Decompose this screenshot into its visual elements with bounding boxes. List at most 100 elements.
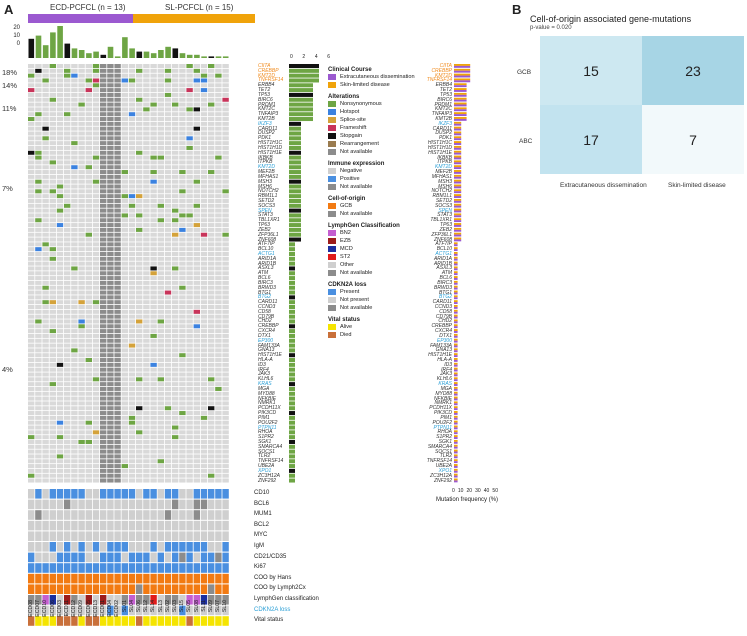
mutation-cell <box>71 102 78 107</box>
annotation-cell <box>49 552 56 563</box>
mutation-cell <box>42 362 49 367</box>
annotation-cell <box>64 499 71 510</box>
mutation-cell <box>49 305 56 310</box>
mutation-cell <box>114 430 121 435</box>
annotation-cell <box>136 595 143 605</box>
mutation-cell <box>222 121 229 126</box>
mutation-cell <box>85 362 92 367</box>
mutation-cell <box>92 83 100 88</box>
mutation-cell <box>200 435 208 440</box>
mutation-cell <box>35 401 42 406</box>
mutation-cell <box>193 444 200 449</box>
gene-count-bar <box>289 107 313 112</box>
freq-bar-skin <box>454 333 458 336</box>
mutation-cell <box>164 401 172 406</box>
mutation-cell <box>136 401 143 406</box>
mutation-cell <box>215 223 222 228</box>
gene-label: EP300 <box>258 337 274 344</box>
mutation-cell <box>28 372 35 377</box>
mutation-cell <box>172 362 179 367</box>
mutation-cell <box>157 145 164 150</box>
tmb-bar <box>86 53 92 58</box>
mutation-cell <box>179 290 186 295</box>
annotation-cell <box>193 563 200 573</box>
mutation-cell <box>222 280 229 285</box>
gene-count-bar <box>289 117 313 122</box>
gene-label: SPEN <box>438 207 452 214</box>
legend-item: Died <box>328 331 424 339</box>
freq-bar-skin <box>454 329 458 332</box>
mutation-cell <box>150 396 157 401</box>
mutation-cell <box>100 78 107 83</box>
mutation-cell <box>92 382 100 387</box>
gene-label: ATF7IP <box>258 241 275 248</box>
mutation-cell <box>78 420 85 425</box>
mutation-cell <box>49 203 56 208</box>
mutation-cell <box>78 242 85 247</box>
mutation-cell <box>49 194 56 199</box>
mutation-cell <box>150 454 157 459</box>
mutation-cell <box>107 285 114 290</box>
gene-count-bar <box>289 285 295 290</box>
mutation-cell <box>107 107 114 112</box>
annotation-cell <box>35 552 42 563</box>
mutation-cell <box>49 83 56 88</box>
mutation-cell <box>128 473 136 478</box>
annotation-cell <box>128 510 136 520</box>
mutation-cell <box>157 454 164 459</box>
mutation-cell <box>208 382 215 387</box>
mutation-cell <box>49 285 56 290</box>
annotation-cell <box>42 573 49 584</box>
annotation-cell <box>136 489 143 499</box>
mutation-cell <box>85 150 92 155</box>
mutation-cell <box>179 117 186 122</box>
gene-label: SOCS3 <box>435 202 452 209</box>
mutation-cell <box>35 430 42 435</box>
gene-label: KLHL6 <box>258 376 274 383</box>
mutation-cell <box>143 131 150 136</box>
mutation-cell <box>179 107 186 112</box>
mutation-cell <box>100 362 107 367</box>
heatmap-row-label: GCB <box>517 69 532 76</box>
mutation-cell <box>64 280 71 285</box>
mutation-cell <box>121 305 128 310</box>
mutation-cell <box>121 319 128 324</box>
freq-bar-skin <box>454 179 462 182</box>
mutation-cell <box>64 285 71 290</box>
gene-label: IKBKB <box>258 154 273 161</box>
mutation-cell <box>143 348 150 353</box>
mutation-cell <box>164 232 172 237</box>
legend-label: Not available <box>340 305 373 311</box>
annotation-cell <box>222 605 229 616</box>
legend-swatch <box>328 82 336 88</box>
annotation-cell <box>85 489 92 499</box>
annotation-cell <box>107 573 114 584</box>
mutation-cell <box>150 420 157 425</box>
mutation-cell <box>172 372 179 377</box>
freq-bar-skin <box>454 382 458 385</box>
heatmap-row-label: ABC <box>519 138 533 145</box>
mutation-cell <box>208 126 215 131</box>
freq-bar-skin <box>454 126 462 129</box>
mutation-cell <box>128 256 136 261</box>
mutation-cell <box>121 420 128 425</box>
count-tick: 4 <box>314 54 318 60</box>
annotation-cell <box>28 563 35 573</box>
mutation-cell <box>56 64 64 69</box>
mutation-cell <box>107 266 114 271</box>
mutation-cell <box>49 314 56 319</box>
mutation-cell <box>179 367 186 372</box>
gene-count-bar <box>289 251 295 256</box>
freq-bar-skin <box>454 247 458 250</box>
mutation-cell <box>64 126 71 131</box>
mutation-cell <box>150 73 157 78</box>
mutation-cell <box>143 415 150 420</box>
mutation-cell <box>208 343 215 348</box>
mutation-cell <box>49 411 56 416</box>
mutation-cell <box>222 160 229 165</box>
mutation-cell <box>28 194 35 199</box>
mutation-cell <box>64 314 71 319</box>
mutation-cell <box>42 73 49 78</box>
gene-label: ZC3H12A <box>258 472 280 479</box>
legend-swatch <box>328 117 336 123</box>
